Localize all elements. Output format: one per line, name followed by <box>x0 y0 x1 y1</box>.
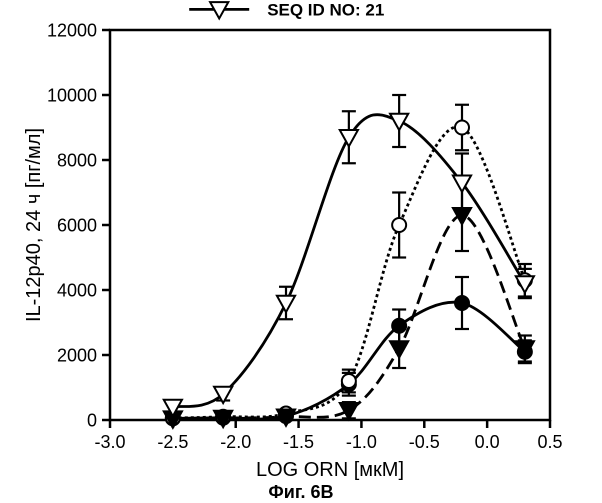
y-tick-label: 2000 <box>57 345 97 365</box>
y-tick-label: 10000 <box>47 85 97 105</box>
x-tick-label: 0.0 <box>475 432 500 452</box>
x-tick-label: -3.0 <box>94 432 125 452</box>
legend-label-seq21: SEQ ID NO: 21 <box>267 0 384 19</box>
chart-svg: -3.0 -2.5 -2.0 -1.5 -1.0 -0.5 0.0 0.5 0 2000 4000 6… <box>0 0 602 500</box>
x-tick-label: -2.5 <box>157 432 188 452</box>
legend: SEQ ID NO: 3SEQ ID NO: 19SEQ ID NO: 20SE… <box>189 0 384 19</box>
y-axis-label: IL-12p40, 24 ч [пг/мл] <box>23 128 45 322</box>
y-tick-label: 12000 <box>47 20 97 40</box>
x-tick-label: -0.5 <box>409 432 440 452</box>
y-tick-label: 4000 <box>57 280 97 300</box>
x-tick-label: -1.5 <box>283 432 314 452</box>
x-tick-label: -1.0 <box>346 432 377 452</box>
chart-container: -3.0 -2.5 -2.0 -1.5 -1.0 -0.5 0.0 0.5 0 2000 4000 6… <box>0 0 602 500</box>
x-axis-label: LOG ORN [мкМ] <box>256 459 404 481</box>
y-tick-label: 0 <box>87 410 97 430</box>
x-tick-label: -2.0 <box>220 432 251 452</box>
y-tick-label: 8000 <box>57 150 97 170</box>
x-tick-label: 0.5 <box>537 432 562 452</box>
y-tick-label: 6000 <box>57 215 97 235</box>
